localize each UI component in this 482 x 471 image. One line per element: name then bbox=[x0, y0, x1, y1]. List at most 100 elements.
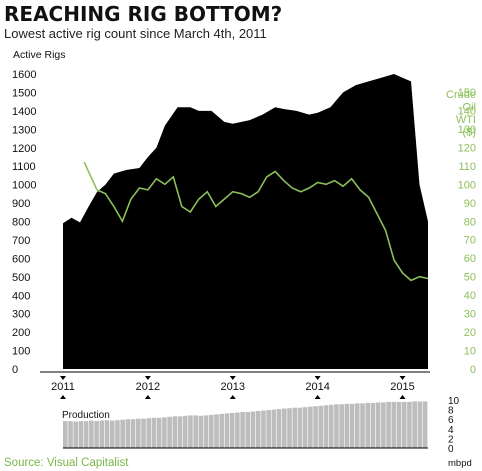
chart-title: REACHING RIG BOTTOM? bbox=[4, 2, 282, 26]
production-bar bbox=[417, 401, 423, 448]
oil-axis-label-line: Crude bbox=[446, 89, 476, 101]
year-tick-label: 2014 bbox=[305, 381, 329, 393]
year-tick-marker bbox=[60, 395, 66, 399]
production-bar bbox=[224, 413, 230, 448]
production-bar bbox=[104, 420, 110, 448]
oil-tick-label: 20 bbox=[464, 327, 476, 339]
production-bar bbox=[214, 414, 219, 448]
production-bar bbox=[94, 421, 99, 448]
production-bar bbox=[407, 401, 412, 448]
production-bar bbox=[271, 409, 277, 448]
rigs-tick-label: 700 bbox=[12, 235, 30, 247]
rigs-tick-label: 600 bbox=[12, 253, 30, 265]
oil-tick-label: 140 bbox=[458, 105, 476, 117]
production-bar bbox=[146, 418, 152, 448]
rigs-tick-label: 100 bbox=[12, 346, 30, 358]
chart-subtitle: Lowest active rig count since March 4th,… bbox=[4, 26, 267, 41]
year-tick-label: 2013 bbox=[221, 381, 245, 393]
year-tick-marker bbox=[229, 395, 236, 399]
production-bar bbox=[302, 407, 308, 448]
year-tick-marker bbox=[144, 395, 151, 399]
rigs-area bbox=[63, 74, 428, 369]
production-bar bbox=[172, 416, 178, 448]
production-bar bbox=[209, 414, 214, 448]
oil-tick-label: 150 bbox=[458, 87, 476, 99]
rigs-tick-label: 1200 bbox=[12, 143, 36, 155]
rigs-tick-label: 0 bbox=[12, 364, 18, 376]
production-bar bbox=[162, 417, 167, 448]
year-tick-marker bbox=[314, 376, 321, 380]
oil-tick-label: 100 bbox=[458, 179, 476, 191]
production-bar bbox=[73, 421, 79, 448]
year-tick-marker bbox=[60, 376, 66, 380]
production-bar bbox=[240, 412, 245, 448]
production-bar bbox=[328, 404, 334, 448]
production-bar bbox=[115, 420, 120, 448]
oil-tick-label: 0 bbox=[470, 364, 476, 376]
production-bar bbox=[130, 419, 136, 448]
production-bar bbox=[156, 417, 162, 448]
year-tick-marker bbox=[229, 376, 236, 380]
production-bar bbox=[355, 403, 360, 448]
production-bar bbox=[287, 408, 292, 448]
oil-tick-label: 110 bbox=[458, 161, 476, 173]
production-tick-label: 4 bbox=[448, 425, 454, 436]
year-tick-label: 2015 bbox=[390, 381, 414, 393]
production-bar bbox=[396, 401, 402, 448]
oil-axis-label-line: WTI bbox=[456, 114, 476, 126]
oil-tick-label: 50 bbox=[464, 272, 476, 284]
rigs-tick-label: 1400 bbox=[12, 106, 36, 118]
production-bar bbox=[308, 406, 313, 448]
year-tick-marker bbox=[399, 376, 406, 380]
production-bar bbox=[391, 401, 397, 448]
oil-tick-label: 130 bbox=[458, 124, 476, 136]
production-bar bbox=[318, 405, 324, 448]
rigs-tick-label: 1000 bbox=[12, 180, 36, 192]
rigs-tick-label: 500 bbox=[12, 272, 30, 284]
oil-tick-label: 10 bbox=[464, 346, 476, 358]
rigs-axis-label: Active Rigs bbox=[13, 49, 66, 61]
production-bar bbox=[360, 403, 365, 448]
production-bar bbox=[297, 407, 303, 448]
oil-tick-label: 40 bbox=[464, 290, 476, 302]
oil-price-line bbox=[83, 161, 429, 282]
production-bar bbox=[89, 420, 94, 448]
production-bar bbox=[235, 412, 240, 448]
production-bar bbox=[151, 417, 157, 448]
production-bar bbox=[255, 411, 261, 448]
production-bar bbox=[266, 410, 271, 448]
production-bar bbox=[193, 415, 198, 448]
oil-axis-label-line: ($) bbox=[463, 127, 476, 139]
production-bar bbox=[63, 421, 68, 448]
year-tick-marker bbox=[314, 395, 321, 399]
production-bar bbox=[219, 413, 225, 448]
production-bar bbox=[344, 403, 350, 448]
production-tick-label: 2 bbox=[448, 434, 454, 445]
production-tick-label: 0 bbox=[448, 444, 454, 455]
production-bar bbox=[229, 413, 235, 448]
production-bars bbox=[63, 401, 428, 449]
production-bar bbox=[313, 406, 318, 448]
production-bar bbox=[323, 405, 329, 448]
oil-tick-label: 80 bbox=[464, 216, 476, 228]
production-bar bbox=[292, 407, 298, 448]
production-bar bbox=[412, 401, 417, 448]
production-bar bbox=[68, 421, 73, 448]
rigs-tick-label: 1500 bbox=[12, 87, 36, 99]
production-bar bbox=[203, 415, 209, 448]
rigs-tick-label: 400 bbox=[12, 290, 30, 302]
production-bar bbox=[375, 402, 381, 448]
rigs-tick-label: 300 bbox=[12, 309, 30, 321]
production-bar bbox=[339, 404, 344, 448]
production-bar bbox=[276, 409, 282, 448]
production-bar bbox=[125, 419, 131, 448]
production-tick-label: 6 bbox=[448, 415, 454, 426]
production-bar bbox=[365, 402, 371, 448]
production-bar bbox=[78, 421, 84, 448]
oil-tick-label: 120 bbox=[458, 142, 476, 154]
production-bar bbox=[250, 411, 256, 448]
production-bar bbox=[261, 410, 266, 448]
